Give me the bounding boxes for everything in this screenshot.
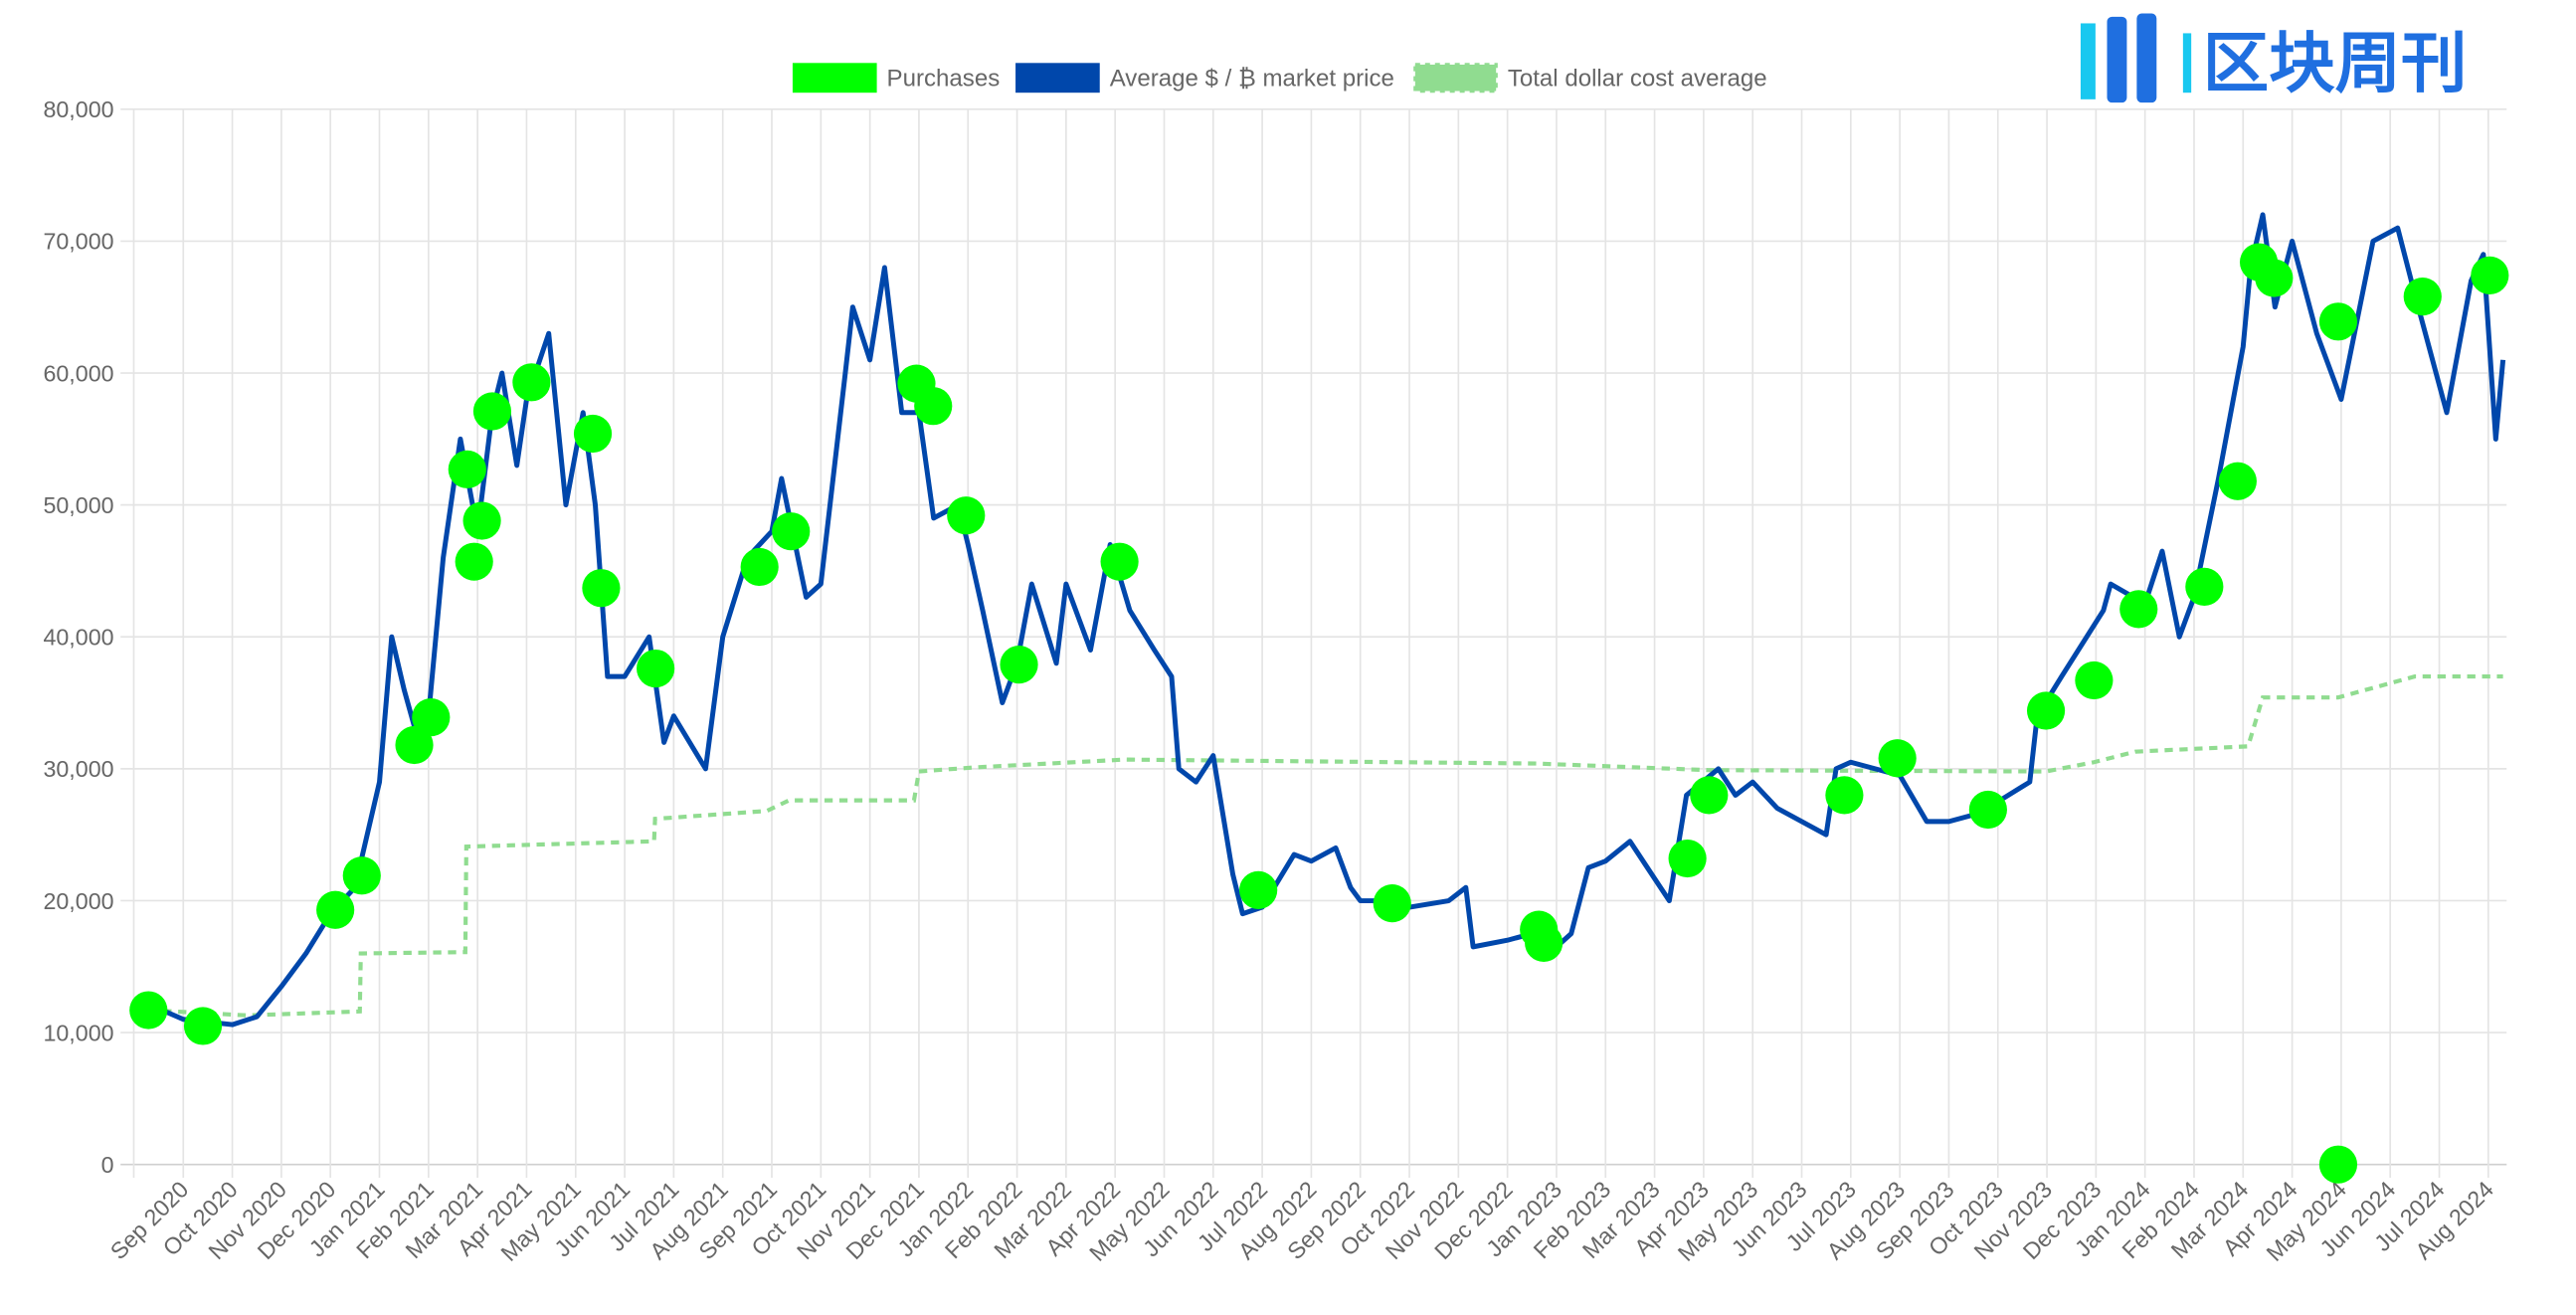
purchase-point xyxy=(2471,256,2509,294)
purchase-point xyxy=(2119,590,2158,629)
price-series xyxy=(157,212,2506,1028)
y-tick-label: 80,000 xyxy=(43,96,113,122)
legend-label-purchases: Purchases xyxy=(887,66,1001,93)
legend-item-price[interactable]: Average $ / ₿ market price xyxy=(1015,63,1394,94)
purchase-point xyxy=(412,698,451,737)
purchase-point xyxy=(455,542,493,581)
purchase-point xyxy=(1239,870,1278,909)
purchases-series xyxy=(129,243,2509,1184)
price-line xyxy=(157,212,2506,1028)
y-tick-label: 20,000 xyxy=(43,888,113,914)
legend-swatch-dca xyxy=(1413,63,1498,94)
purchase-point xyxy=(1690,776,1729,815)
purchase-point xyxy=(472,392,512,431)
dca-series xyxy=(148,674,2503,1018)
logo-mark-blue2 xyxy=(2136,13,2157,103)
watermark-logo-text: 区块周刊 xyxy=(2203,25,2468,102)
purchase-point xyxy=(2026,691,2066,730)
purchase-point xyxy=(582,569,621,608)
purchase-point xyxy=(1825,776,1864,815)
purchase-point xyxy=(342,856,381,895)
legend-item-dca[interactable]: Total dollar cost average xyxy=(1413,63,1767,94)
purchase-point xyxy=(395,725,434,765)
purchase-point xyxy=(637,649,675,688)
purchase-point xyxy=(2403,278,2442,316)
purchase-point xyxy=(2075,660,2114,700)
purchase-point xyxy=(2318,302,2358,341)
purchase-point xyxy=(1000,646,1038,684)
purchase-point xyxy=(462,501,501,540)
logo-mark-cyan xyxy=(2080,23,2096,99)
purchase-point xyxy=(1100,542,1139,581)
purchase-point xyxy=(1373,884,1411,923)
purchase-point xyxy=(2185,567,2224,606)
grid xyxy=(120,107,2507,1178)
purchase-point xyxy=(129,991,168,1030)
purchase-point xyxy=(512,363,551,402)
purchase-point xyxy=(183,1007,223,1045)
watermark-logo: 区块周刊 xyxy=(2080,13,2468,103)
purchase-point xyxy=(914,387,953,426)
purchase-point xyxy=(2218,462,2257,500)
legend-swatch-price xyxy=(1015,63,1100,94)
logo-mark-blue xyxy=(2107,16,2127,103)
purchase-point xyxy=(316,890,355,929)
purchase-point xyxy=(740,547,779,587)
y-tick-label: 40,000 xyxy=(43,625,113,651)
purchase-point xyxy=(1525,923,1564,963)
purchase-point xyxy=(2318,1145,2358,1184)
y-tick-label: 50,000 xyxy=(43,492,113,518)
legend-label-price: Average $ / ₿ market price xyxy=(1110,66,1394,93)
legend-swatch-purchases xyxy=(792,63,877,94)
purchase-point xyxy=(573,414,613,454)
purchase-point xyxy=(1668,839,1707,878)
purchase-point xyxy=(1878,739,1917,778)
purchase-point xyxy=(947,496,986,535)
purchase-point xyxy=(2255,259,2294,297)
legend-label-dca: Total dollar cost average xyxy=(1508,66,1767,93)
y-tick-label: 0 xyxy=(101,1152,114,1178)
y-tick-label: 10,000 xyxy=(43,1020,113,1045)
y-tick-label: 60,000 xyxy=(43,360,113,386)
y-tick-label: 70,000 xyxy=(43,229,113,255)
legend-item-purchases[interactable]: Purchases xyxy=(792,63,1001,94)
y-tick-label: 30,000 xyxy=(43,756,113,782)
dca-line xyxy=(148,674,2503,1018)
purchase-point xyxy=(772,512,811,551)
y-axis: 0 10,000 20,000 30,000 40,000 50,000 60,000 70,… xyxy=(43,96,113,1178)
legend: Purchases Average $ / ₿ market price Tot… xyxy=(792,63,1767,94)
purchase-point xyxy=(448,450,486,488)
logo-mark-cyan2 xyxy=(2182,33,2192,94)
purchase-point xyxy=(1968,790,2007,830)
